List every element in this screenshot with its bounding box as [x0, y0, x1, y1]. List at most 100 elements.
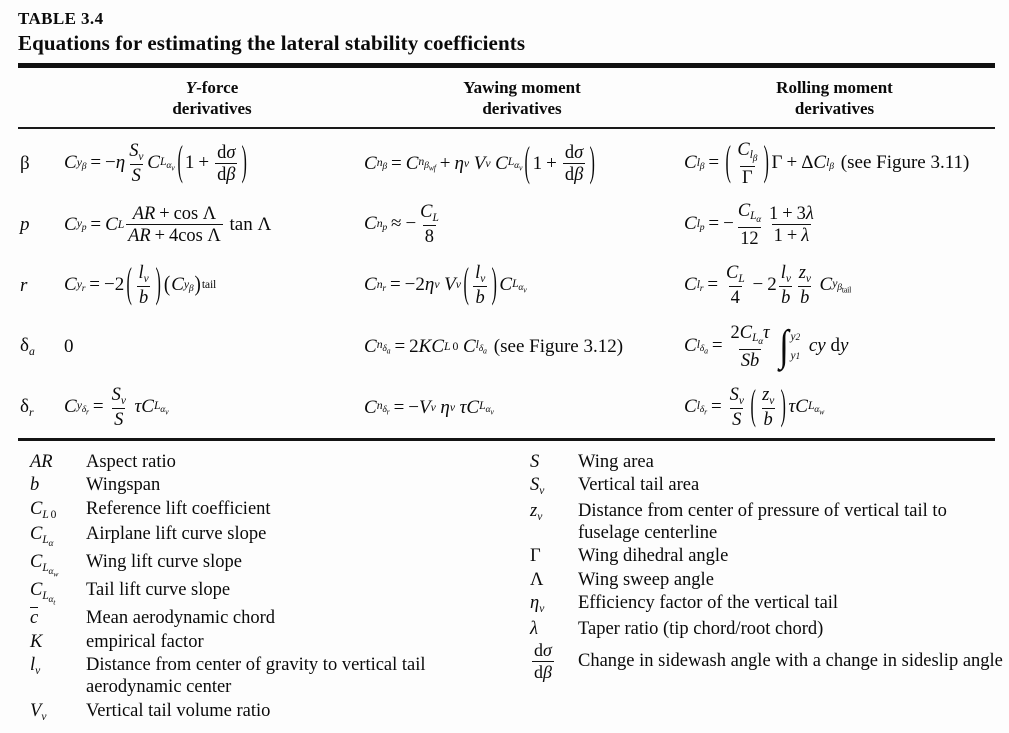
nomenclature-definition: Efficiency factor of the vertical tail [578, 593, 839, 613]
table-title: Equations for estimating the lateral sta… [18, 31, 526, 56]
column-header-yawing-moment: Yawing moment derivatives [362, 77, 682, 121]
body-rule-bottom [18, 438, 995, 441]
list-item: lv Distance from center of gravity to ve… [30, 654, 530, 700]
nomenclature-definition: Wing area [578, 452, 654, 472]
nomenclature-symbol: λ [530, 618, 539, 639]
list-item: K empirical factor [30, 631, 530, 654]
nomenclature-symbol: CLαw [30, 552, 59, 578]
nomenclature-symbol: zv [530, 500, 543, 523]
column-header-rolling-moment: Rolling moment derivatives [682, 77, 987, 121]
nomenclature-symbol: CL 0 [30, 498, 57, 521]
nomenclature-symbol: AR [30, 452, 53, 472]
nomenclature-definition: Wing lift curve slope [86, 552, 242, 573]
column-headers: Y-force derivatives Yawing moment deriva… [18, 68, 995, 128]
nomenclature: AR Aspect ratio b Wingspan CL 0 Referenc… [18, 441, 1003, 725]
row-label-p: p [20, 213, 30, 235]
nomenclature-definition-line2: fuselage centerline [578, 523, 718, 544]
row-label-beta: β [20, 152, 30, 174]
list-item: c Mean aerodynamic chord [30, 607, 530, 630]
list-item: Sv Vertical tail area [530, 474, 1009, 500]
equation-cy-delta-a: 0 [64, 336, 364, 358]
nomenclature-symbol: Λ [530, 569, 544, 590]
nomenclature-definition-line2: aerodynamic center [86, 677, 232, 698]
equation-cy-delta-a-value: 0 [64, 335, 74, 357]
nomenclature-symbol: b [30, 475, 40, 496]
nomenclature-definition-line1: Distance from center of gravity to verti… [86, 655, 426, 676]
list-item: Λ Wing sweep angle [530, 569, 1009, 592]
list-item: Vv Vertical tail volume ratio [30, 700, 530, 726]
nomenclature-definition: empirical factor [86, 631, 204, 652]
list-item: S Wing area [530, 451, 1009, 474]
header-rule-bottom [18, 127, 995, 129]
header-rule-top [18, 62, 995, 68]
nomenclature-right-column: S Wing area Sv Vertical tail area zv Dis… [530, 451, 1009, 725]
nomenclature-definition: Mean aerodynamic chord [86, 608, 276, 629]
nomenclature-symbol: CLα [30, 524, 54, 549]
nomenclature-symbol: Γ [530, 546, 541, 567]
nomenclature-left-column: AR Aspect ratio b Wingspan CL 0 Referenc… [18, 451, 530, 725]
nomenclature-symbol: dσ dβ [532, 639, 554, 682]
nomenclature-symbol: CLαt [30, 580, 56, 607]
nomenclature-definition: Tail lift curve slope [86, 580, 231, 601]
list-item: zv Distance from center of pressure of v… [530, 500, 1009, 546]
row-label-r: r [20, 274, 28, 296]
nomenclature-symbol: ηv [530, 593, 545, 615]
table-number: TABLE 3.4 [18, 9, 104, 28]
note-figure-312: (see Figure 3.12) [493, 335, 624, 357]
column-header-yawing-line1: Yawing moment [463, 77, 581, 97]
column-header-y-force: Y-force derivatives [62, 77, 362, 121]
nomenclature-definition: Distance from center of pressure of vert… [578, 500, 947, 545]
list-item: CL 0 Reference lift coefficient [30, 498, 530, 524]
list-item: AR Aspect ratio [30, 451, 530, 474]
nomenclature-symbol: lv [30, 655, 41, 677]
nomenclature-symbol: Vv [30, 700, 47, 723]
column-header-rolling-line1: Rolling moment [776, 77, 893, 97]
nomenclature-definition: Wing sweep angle [578, 569, 714, 590]
list-item: ηv Efficiency factor of the vertical tai… [530, 592, 1009, 618]
nomenclature-symbol: K [30, 631, 43, 652]
nomenclature-definition: Airplane lift curve slope [86, 524, 267, 545]
nomenclature-definition: Reference lift coefficient [86, 498, 271, 519]
list-item: CLαt Tail lift curve slope [30, 579, 530, 607]
nomenclature-definition: Distance from center of gravity to verti… [86, 654, 426, 699]
nomenclature-symbol: Sv [530, 475, 545, 498]
nomenclature-definition: Wing dihedral angle [578, 546, 729, 567]
nomenclature-definition: Aspect ratio [86, 452, 176, 472]
nomenclature-definition: Change in sidewash angle with a change i… [578, 651, 1003, 672]
list-item: Γ Wing dihedral angle [530, 545, 1009, 568]
row-label-delta-a: δa [20, 334, 35, 358]
list-item: b Wingspan [30, 474, 530, 497]
nomenclature-symbol: c [30, 607, 39, 629]
nomenclature-definition: Vertical tail volume ratio [86, 700, 271, 721]
note-figure-311: (see Figure 3.11) [840, 152, 970, 174]
nomenclature-definition: Wingspan [86, 475, 161, 496]
column-header-y-force-line2: derivatives [172, 99, 252, 119]
nomenclature-definition-line1: Distance from center of pressure of vert… [578, 500, 947, 521]
list-item: λ Taper ratio (tip chord/root chord) [530, 618, 1009, 641]
column-header-rolling-line2: derivatives [794, 99, 875, 119]
list-item: dσ dβ Change in sidewash angle with a cha… [530, 639, 1009, 683]
nomenclature-definition: Taper ratio (tip chord/root chord) [578, 618, 824, 639]
nomenclature-definition: Vertical tail area [578, 475, 700, 496]
list-item: CLαw Wing lift curve slope [30, 551, 530, 579]
list-item: CLα Airplane lift curve slope [30, 523, 530, 551]
column-header-spacer [18, 77, 62, 121]
